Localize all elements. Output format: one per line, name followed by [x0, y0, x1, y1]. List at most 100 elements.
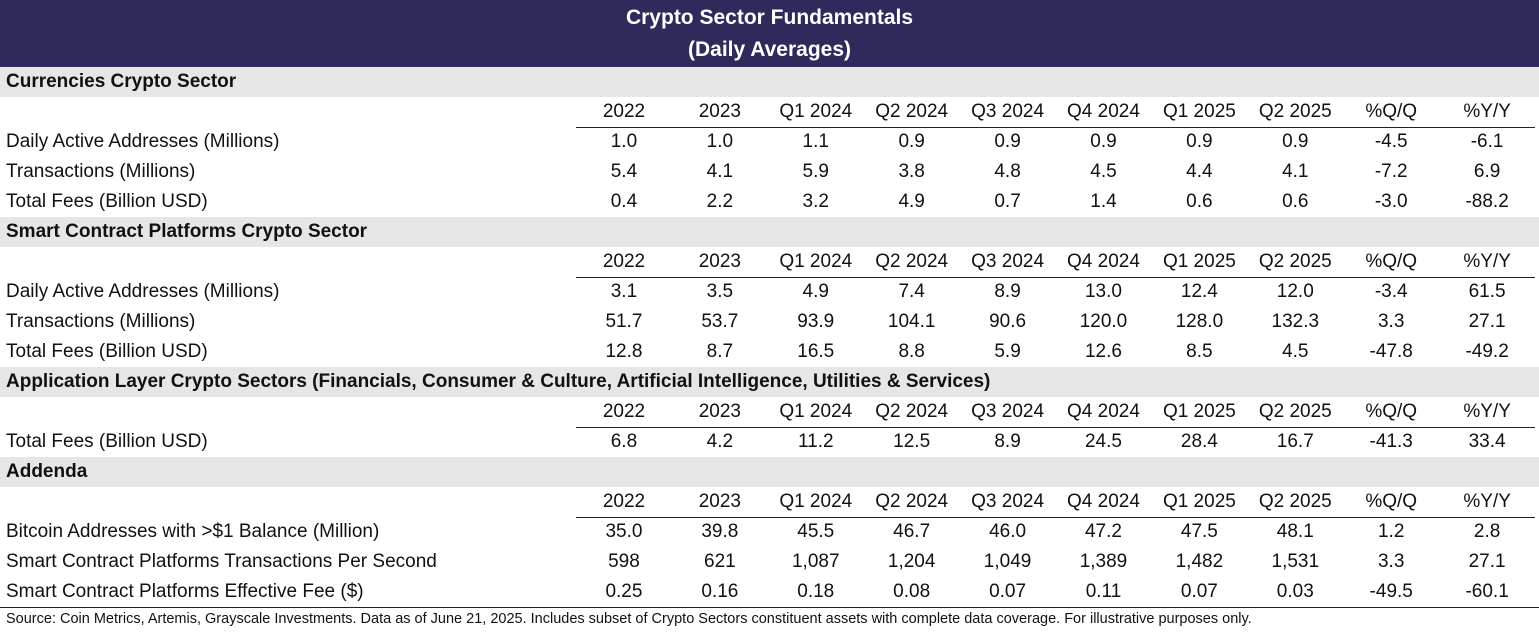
value-cell: 8.9 — [994, 281, 1021, 302]
value-cell: 12.5 — [893, 431, 931, 452]
value-cell: 1.4 — [1090, 191, 1117, 212]
column-header: 2023 — [698, 490, 741, 512]
value-cell: 46.7 — [893, 521, 931, 542]
value-cell: 0.6 — [1282, 191, 1309, 212]
value-cell: 3.5 — [706, 281, 734, 302]
value-cell: 0.07 — [1180, 581, 1218, 602]
value-cell: 27.1 — [1468, 311, 1506, 332]
column-header: 2023 — [698, 250, 741, 272]
column-header: 2023 — [698, 400, 741, 422]
column-header: Q1 2024 — [779, 250, 853, 272]
value-cell: 47.5 — [1180, 521, 1218, 542]
value-cell: 6.9 — [1473, 161, 1501, 182]
value-cell: 27.1 — [1468, 551, 1506, 572]
value-cell: 2.2 — [706, 191, 734, 212]
column-header: Q2 2024 — [875, 100, 949, 122]
value-cell: 5.9 — [802, 161, 829, 182]
value-cell: 8.7 — [706, 341, 734, 362]
table-row: Smart Contract Platforms Effective Fee (… — [0, 577, 1539, 607]
table-title: Crypto Sector Fundamentals — [625, 5, 914, 29]
value-cell: -49.5 — [1369, 581, 1413, 602]
row-label: Daily Active Addresses (Millions) — [6, 131, 280, 152]
column-header: %Q/Q — [1365, 490, 1418, 512]
table-row: Total Fees (Billion USD) 6.8 4.2 11.2 12.5 8.… — [0, 427, 1539, 457]
row-label: Total Fees (Billion USD) — [6, 431, 208, 452]
value-cell: 0.03 — [1276, 581, 1314, 602]
row-label: Smart Contract Platforms Effective Fee (… — [6, 581, 364, 602]
value-cell: 0.4 — [610, 191, 638, 212]
row-values: 35.0 39.8 45.5 46.7 46.0 47.2 47.5 48.1 1.2 2.8 — [576, 521, 1535, 543]
row-values: 0.25 0.16 0.18 0.08 0.07 0.11 0.07 0.03 -49.5 -60… — [576, 581, 1535, 603]
value-cell: 53.7 — [701, 311, 739, 332]
value-cell: 0.6 — [1186, 191, 1213, 212]
value-cell: 0.11 — [1085, 581, 1122, 602]
value-cell: 3.1 — [610, 281, 638, 302]
column-header: Q1 2025 — [1162, 400, 1236, 422]
column-header-row: 2022 2023 Q1 2024 Q2 2024 Q3 2024 Q4 2024 Q1 2… — [0, 397, 1539, 428]
value-cell: 0.07 — [989, 581, 1027, 602]
value-cell: 4.8 — [994, 161, 1021, 182]
column-header: Q1 2024 — [779, 100, 853, 122]
value-cell: 4.2 — [706, 431, 734, 452]
value-cell: 4.1 — [1282, 161, 1309, 182]
column-header: %Y/Y — [1463, 250, 1511, 272]
table-row: Total Fees (Billion USD) 12.8 8.7 16.5 8.8 5.… — [0, 337, 1539, 367]
value-cell: 1.0 — [706, 131, 734, 152]
column-header: %Y/Y — [1463, 490, 1511, 512]
value-cell: -60.1 — [1465, 581, 1509, 602]
column-header: %Q/Q — [1365, 100, 1418, 122]
value-cell: 11.2 — [797, 431, 834, 452]
column-header: Q4 2024 — [1067, 490, 1140, 512]
value-cell: 128.0 — [1175, 311, 1224, 332]
value-cell: 132.3 — [1271, 311, 1320, 332]
column-headers: 2022 2023 Q1 2024 Q2 2024 Q3 2024 Q4 2024 Q1 2… — [576, 97, 1535, 128]
value-cell: 621 — [704, 551, 736, 572]
value-cell: 1,204 — [887, 551, 936, 572]
value-cell: 120.0 — [1079, 311, 1128, 332]
row-label: Total Fees (Billion USD) — [6, 341, 208, 362]
value-cell: 16.5 — [797, 341, 835, 362]
row-label: Bitcoin Addresses with >$1 Balance (Mill… — [6, 521, 380, 542]
value-cell: 33.4 — [1468, 431, 1506, 452]
value-cell: -41.3 — [1369, 431, 1413, 452]
row-label: Smart Contract Platforms Transactions Pe… — [6, 551, 437, 572]
value-cell: 3.3 — [1377, 551, 1405, 572]
column-header: Q4 2024 — [1067, 400, 1140, 422]
value-cell: -3.0 — [1374, 191, 1408, 212]
value-cell: 39.8 — [701, 521, 739, 542]
row-label: Daily Active Addresses (Millions) — [6, 281, 280, 302]
value-cell: -49.2 — [1465, 341, 1509, 362]
table-subtitle: (Daily Averages) — [687, 37, 852, 61]
sections-container: Currencies Crypto Sector 2022 2023 Q1 2024 Q… — [0, 67, 1539, 607]
column-header-row: 2022 2023 Q1 2024 Q2 2024 Q3 2024 Q4 2024 Q1 2… — [0, 97, 1539, 128]
row-label: Total Fees (Billion USD) — [6, 191, 208, 212]
value-cell: 28.4 — [1180, 431, 1218, 452]
value-cell: 0.7 — [994, 191, 1021, 212]
value-cell: 61.5 — [1468, 281, 1506, 302]
value-cell: -3.4 — [1374, 281, 1408, 302]
value-cell: 2.8 — [1473, 521, 1501, 542]
value-cell: 16.7 — [1276, 431, 1314, 452]
row-values: 1.0 1.0 1.1 0.9 0.9 0.9 0.9 0.9 -4.5 -6.1 — [576, 131, 1535, 153]
column-header: Q4 2024 — [1067, 100, 1140, 122]
value-cell: 1,087 — [791, 551, 840, 572]
column-header: Q1 2025 — [1162, 100, 1236, 122]
value-cell: 6.8 — [610, 431, 638, 452]
table-row: Total Fees (Billion USD) 0.4 2.2 3.2 4.9 0.7 1… — [0, 187, 1539, 217]
row-label: Transactions (Millions) — [6, 161, 196, 182]
column-header: %Y/Y — [1463, 100, 1511, 122]
value-cell: 598 — [608, 551, 640, 572]
column-headers: 2022 2023 Q1 2024 Q2 2024 Q3 2024 Q4 2024 Q1 2… — [576, 247, 1535, 278]
value-cell: 45.5 — [797, 521, 835, 542]
value-cell: 0.9 — [898, 131, 925, 152]
value-cell: 3.8 — [898, 161, 925, 182]
value-cell: 1.1 — [802, 131, 829, 152]
value-cell: 8.8 — [898, 341, 925, 362]
value-cell: -4.5 — [1374, 131, 1408, 152]
section-header: Smart Contract Platforms Crypto Sector — [0, 217, 1539, 247]
value-cell: -88.2 — [1465, 191, 1509, 212]
table-row: Daily Active Addresses (Millions) 1.0 1.0 1… — [0, 127, 1539, 157]
column-header: %Q/Q — [1365, 400, 1418, 422]
column-header: Q3 2024 — [971, 400, 1045, 422]
value-cell: 5.9 — [994, 341, 1021, 362]
